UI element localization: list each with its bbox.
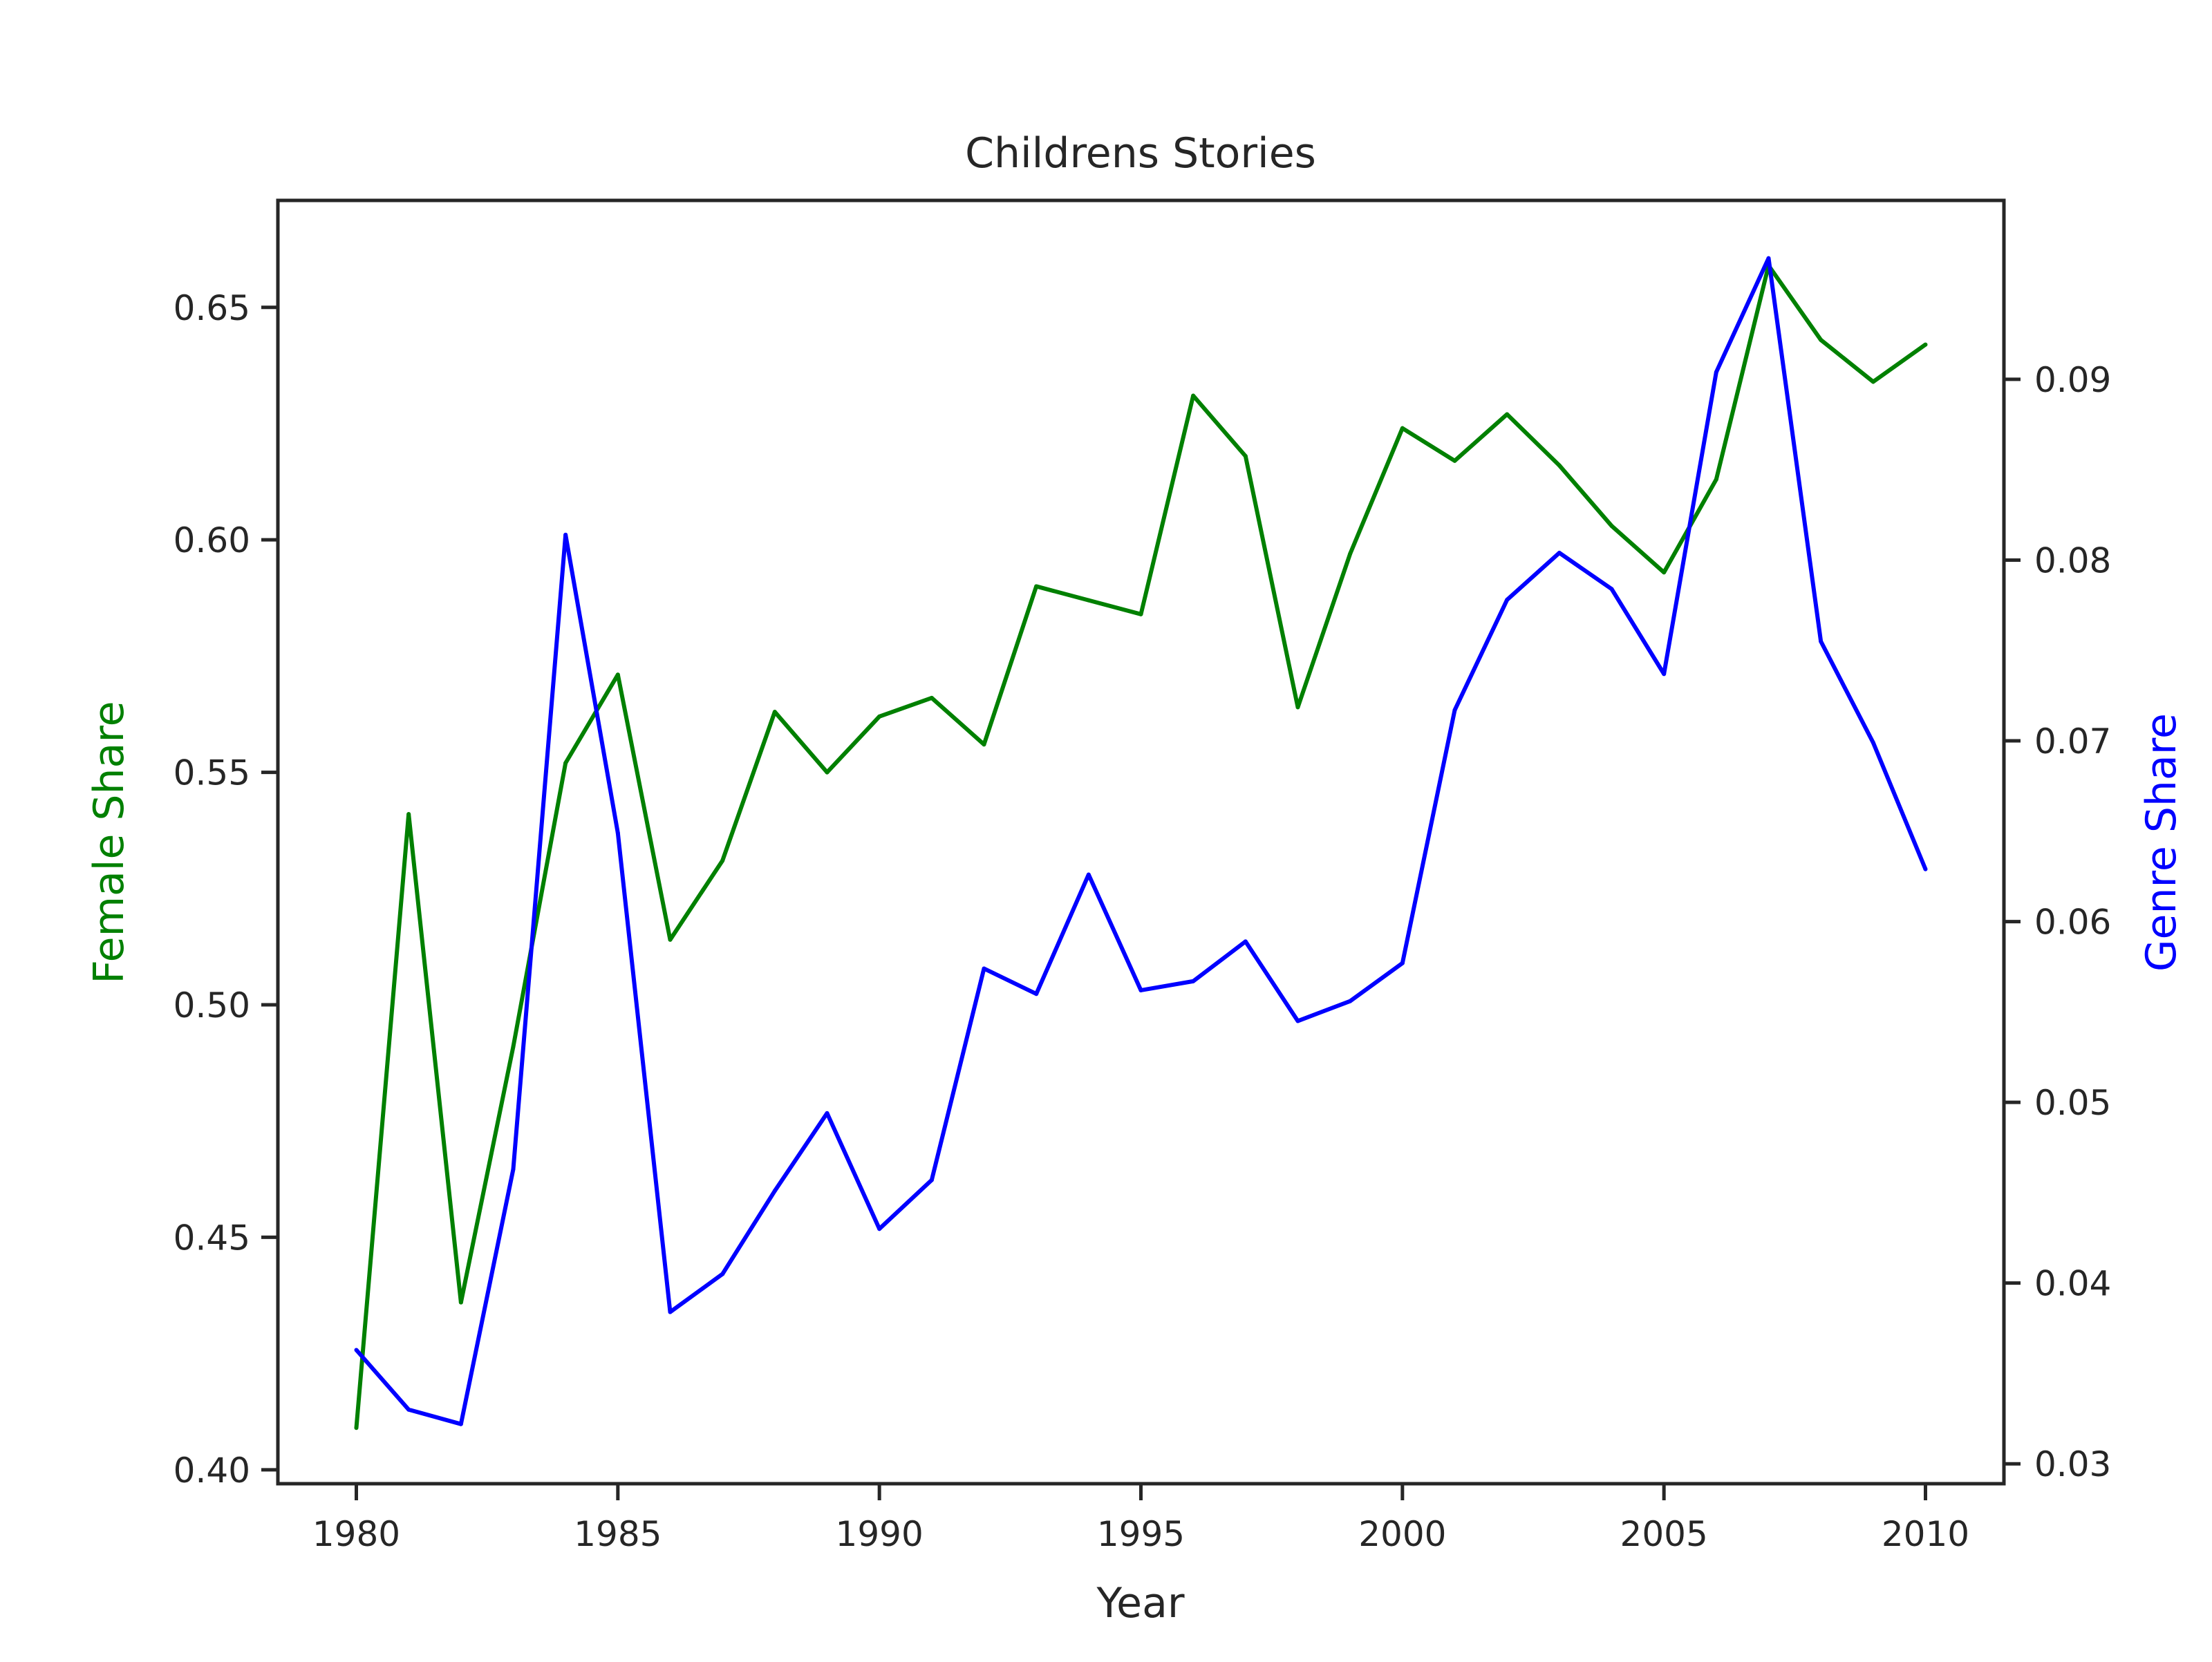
female-share-point: [1295, 705, 1300, 710]
genre-share-point: [982, 966, 986, 971]
x-tick-label: 2010: [1882, 1514, 1969, 1554]
female-share-point: [1662, 570, 1667, 575]
genre-share-point: [511, 1167, 516, 1171]
plot-frame: [276, 198, 2006, 1486]
genre-share-point: [1662, 672, 1667, 677]
genre-share-point: [720, 1272, 725, 1276]
genre-share-point: [1138, 988, 1143, 992]
genre-share-point: [563, 532, 568, 537]
female-share-point: [825, 770, 830, 775]
female-share-point: [1452, 458, 1457, 463]
genre-share-point: [1034, 992, 1039, 997]
female-share-point: [1557, 463, 1562, 468]
female-share-point: [1505, 412, 1510, 417]
genre-share-point: [1714, 370, 1718, 375]
x-tick-label: 1990: [836, 1514, 924, 1554]
female-share-point: [1609, 523, 1614, 528]
genre-share-point: [929, 1178, 934, 1182]
right-axis-label: Genre Share: [2137, 713, 2186, 972]
genre-share-point: [1557, 551, 1562, 556]
female-share-point: [1819, 337, 1824, 342]
genre-share-point: [1400, 961, 1405, 965]
female-share-point: [458, 1300, 463, 1305]
female-share-point: [877, 714, 882, 719]
female-share-point: [1714, 477, 1718, 482]
female-share-point: [1348, 551, 1353, 556]
genre-share-point: [1295, 1019, 1300, 1023]
genre-share-point: [1819, 639, 1824, 644]
female-share-point: [1191, 393, 1196, 398]
left-axis-label: Female Share: [85, 701, 133, 983]
female-share-point: [982, 742, 986, 747]
genre-share-point: [877, 1227, 882, 1231]
genre-share-point: [1243, 939, 1248, 944]
x-tick-label: 2000: [1358, 1514, 1446, 1554]
genre-share-point: [1191, 979, 1196, 983]
left-y-tick-label: 0.60: [174, 520, 250, 560]
female-share-point: [1400, 426, 1405, 431]
female-share-point: [354, 1426, 359, 1430]
right-y-tick-label: 0.09: [2034, 360, 2111, 400]
genre-share-point: [1923, 867, 1928, 871]
genre-share-point: [1609, 587, 1614, 592]
genre-share-point: [1766, 256, 1771, 261]
female-share-point: [1034, 584, 1039, 589]
x-tick-label: 1995: [1097, 1514, 1185, 1554]
female-share-point: [668, 937, 673, 942]
genre-share-point: [1505, 598, 1510, 603]
left-y-tick-label: 0.50: [174, 985, 250, 1026]
left-y-tick-label: 0.55: [174, 753, 250, 793]
female-share-point: [1138, 612, 1143, 616]
female-share-point: [772, 710, 777, 715]
genre-share-point: [668, 1310, 673, 1314]
right-y-tick-label: 0.04: [2034, 1264, 2111, 1304]
genre-share-point: [1086, 872, 1091, 877]
female-share-point: [511, 1044, 516, 1049]
genre-share-point: [825, 1111, 830, 1115]
female-share-point: [1243, 454, 1248, 459]
left-y-tick-label: 0.65: [174, 288, 250, 328]
left-y-tick-label: 0.40: [174, 1451, 250, 1491]
genre-share-point: [406, 1407, 411, 1412]
female-share-point: [929, 695, 934, 700]
genre-share-point: [1452, 708, 1457, 712]
female-share-point: [406, 812, 411, 817]
genre-share-point: [1348, 999, 1353, 1003]
right-y-tick-label: 0.03: [2034, 1444, 2111, 1484]
left-y-tick-label: 0.45: [174, 1218, 250, 1258]
right-y-tick-label: 0.07: [2034, 721, 2111, 762]
x-tick-label: 1985: [574, 1514, 662, 1554]
x-axis-label: Year: [1096, 1579, 1184, 1627]
chart-title: Childrens Stories: [965, 129, 1316, 178]
genre-share-point: [1871, 740, 1875, 745]
female-share-point: [615, 672, 620, 677]
right-y-tick-label: 0.08: [2034, 540, 2111, 580]
female-share-point: [1086, 598, 1091, 603]
genre-share-point: [458, 1422, 463, 1426]
genre-share-point: [615, 831, 620, 835]
x-tick-label: 2005: [1620, 1514, 1708, 1554]
female-share-point: [1923, 342, 1928, 347]
right-y-tick-label: 0.05: [2034, 1083, 2111, 1123]
genre-share-point: [354, 1348, 359, 1352]
female-share-point: [720, 858, 725, 863]
plot-area: 1980 1985 1990 1995 2000 2005 2010 0.40 0.45 0.50…: [174, 256, 2111, 1554]
female-share-point: [1871, 379, 1875, 384]
female-share-point: [563, 761, 568, 766]
x-tick-label: 1980: [312, 1514, 400, 1554]
genre-share-point: [772, 1189, 777, 1193]
right-y-tick-label: 0.06: [2034, 903, 2111, 943]
